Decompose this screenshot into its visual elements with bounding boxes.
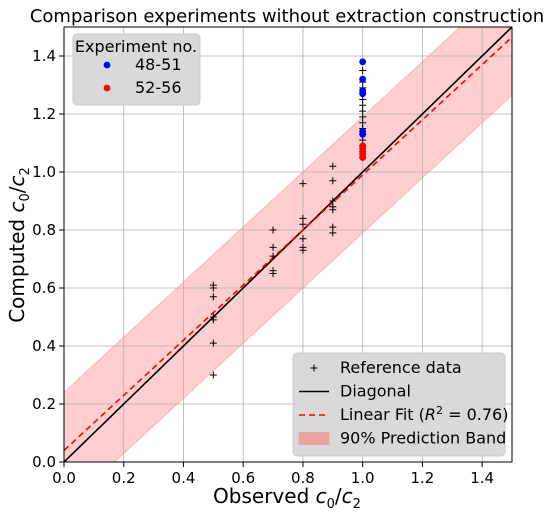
legend-main-label: Reference data — [340, 358, 462, 377]
reference-point — [269, 267, 277, 275]
reference-point — [299, 180, 307, 188]
y-tick-label: 0.0 — [32, 453, 56, 471]
y-tick-label: 1.2 — [32, 105, 56, 123]
y-tick-label: 1.0 — [32, 163, 56, 181]
reference-point — [299, 243, 307, 251]
legend-main-label: 90% Prediction Band — [340, 429, 506, 448]
plot-frame — [63, 26, 513, 463]
y-tick-label: 0.6 — [32, 279, 56, 297]
y-tick-label: 1.4 — [32, 47, 56, 65]
x-tick-label: 1.0 — [351, 469, 375, 487]
x-tick-label: 0.0 — [52, 469, 76, 487]
chart-title: Comparison experiments without extractio… — [30, 6, 544, 27]
x-tick-label: 0.8 — [291, 469, 315, 487]
legend-experiment-label: 48-51 — [135, 55, 182, 74]
experiment-point — [359, 154, 367, 161]
legend-experiment-marker — [103, 84, 111, 92]
y-tick-label: 0.8 — [32, 221, 56, 239]
x-tick-label: 0.4 — [172, 469, 196, 487]
legend-main-box — [292, 352, 506, 457]
series-48-51 — [359, 58, 367, 138]
y-tick-label: 0.2 — [32, 395, 56, 413]
x-tick-label: 1.2 — [410, 469, 434, 487]
y-axis-label: Computed c0/c2 — [5, 167, 33, 323]
legend-main: Reference data Diagonal Linear Fit (R2 = 0… — [292, 352, 508, 457]
x-tick-label: 0.2 — [112, 469, 136, 487]
line-layer — [64, 27, 512, 462]
reference-point — [209, 313, 217, 321]
y-tick-label: 0.4 — [32, 337, 56, 355]
legend-experiment-title: Experiment no. — [75, 37, 197, 56]
experiment-point — [359, 130, 367, 138]
x-tick-label: 0.6 — [231, 469, 255, 487]
legend-main-label: Linear Fit (R2 = 0.76) — [340, 404, 508, 424]
reference-point — [329, 177, 337, 185]
legend-experiment-marker — [103, 61, 111, 69]
legend-experiment: Experiment no.48-51 52-56 — [72, 33, 201, 106]
reference-point — [359, 67, 367, 74]
reference-point — [269, 226, 277, 234]
reference-point — [269, 243, 277, 251]
reference-point — [329, 197, 337, 205]
legend-band-marker — [298, 432, 330, 445]
reference-point — [329, 162, 337, 170]
experiment-point — [359, 75, 367, 83]
x-axis-label: Observed c0/c2 — [213, 484, 361, 512]
legend-reference-marker — [310, 364, 318, 372]
legend-experiment-label: 52-56 — [135, 78, 182, 97]
reference-point — [209, 293, 217, 301]
reference-point — [329, 223, 337, 231]
point-layer — [209, 58, 367, 379]
series-52-56 — [359, 142, 367, 161]
y-axis-ticks: 0.0 0.2 0.4 0.6 0.8 1.0 1.2 1.4 — [32, 47, 64, 471]
reference-point — [209, 281, 217, 289]
x-tick-label: 1.4 — [470, 469, 494, 487]
reference-point — [299, 214, 307, 222]
reference-point — [209, 371, 217, 379]
x-axis-ticks: 0.0 0.2 0.4 0.6 0.8 1.0 1.2 1.4 — [52, 462, 494, 487]
experiment-point — [359, 90, 367, 98]
linear-fit-line — [64, 36, 512, 451]
reference-point — [299, 235, 307, 243]
reference-point — [209, 339, 217, 347]
reference-point — [269, 252, 277, 260]
experiment-point — [359, 58, 367, 66]
legend-main-label: Diagonal — [340, 382, 411, 401]
